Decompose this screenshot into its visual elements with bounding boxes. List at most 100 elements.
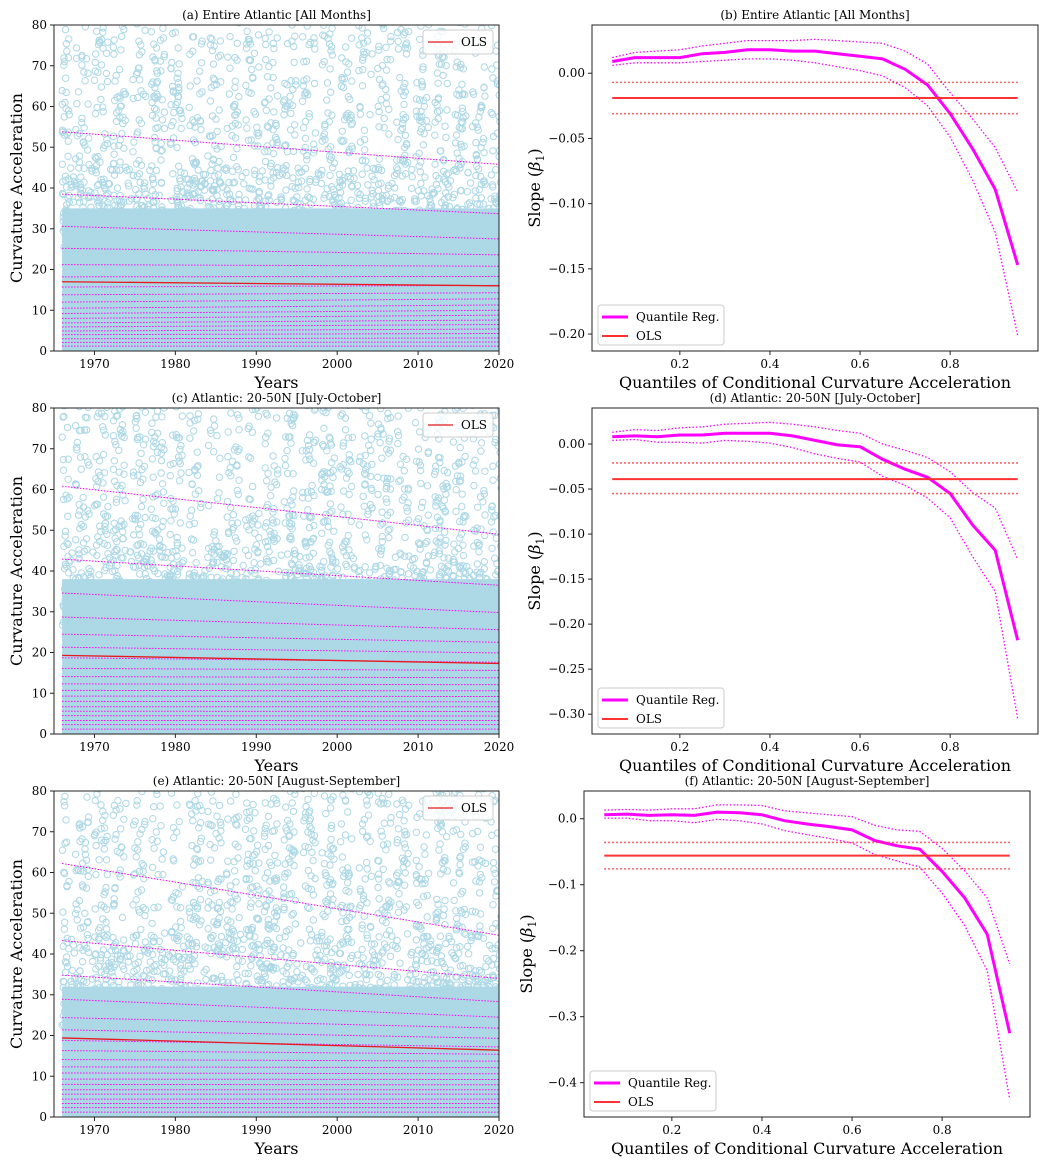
scatter-point	[442, 189, 450, 197]
scatter-point	[278, 247, 286, 255]
scatter-point	[270, 462, 278, 470]
scatter-point	[363, 164, 371, 172]
scatter-point	[102, 49, 111, 57]
scatter-point	[166, 472, 175, 480]
scatter-point	[419, 63, 427, 71]
y-axis-label-beta: β	[525, 545, 544, 555]
scatter-point	[358, 408, 365, 410]
scatter-point	[245, 184, 254, 193]
scatter-point	[379, 582, 387, 590]
scatter-point	[456, 517, 464, 526]
scatter-point	[386, 525, 394, 533]
scatter-point	[185, 596, 193, 604]
scatter-point	[95, 571, 103, 579]
scatter-point	[189, 605, 198, 613]
scatter-point	[215, 106, 223, 114]
scatter-point	[297, 177, 306, 185]
scatter-point	[468, 991, 476, 999]
scatter-point	[210, 204, 218, 212]
scatter-point	[72, 481, 81, 489]
scatter-point	[287, 419, 295, 428]
scatter-point	[289, 85, 297, 94]
scatter-point	[376, 561, 385, 569]
scatter-point	[198, 620, 207, 629]
scatter-point	[443, 106, 451, 114]
scatter-point	[320, 408, 328, 412]
scatter-point	[62, 201, 71, 209]
y-tick-label: 10	[32, 686, 47, 700]
scatter-point	[93, 551, 101, 560]
scatter-point	[191, 416, 199, 425]
scatter-point	[407, 184, 416, 193]
scatter-point	[290, 410, 298, 418]
scatter-point	[135, 37, 143, 45]
scatter-point	[154, 620, 162, 628]
scatter-point	[498, 557, 499, 561]
scatter-point	[158, 439, 167, 447]
quantile-ci-line	[612, 58, 1019, 336]
scatter-point	[152, 413, 160, 421]
scatter-point	[188, 549, 197, 557]
scatter-point	[489, 476, 497, 484]
scatter-point	[180, 169, 189, 178]
scatter-point	[94, 533, 102, 541]
scatter-point	[118, 18, 124, 24]
scatter-point	[372, 577, 380, 585]
scatter-point	[367, 419, 375, 427]
scatter-point	[242, 116, 250, 124]
scatter-point	[289, 493, 297, 501]
scatter-point	[350, 565, 359, 573]
scatter-point	[137, 41, 145, 49]
scatter-point	[295, 564, 303, 572]
scatter-point	[339, 442, 347, 450]
scatter-point	[302, 538, 310, 547]
scatter-point	[215, 489, 223, 497]
scatter-point	[379, 80, 387, 88]
scatter-point	[75, 164, 83, 172]
y-tick-label: 40	[32, 181, 47, 195]
scatter-point	[302, 962, 311, 971]
scatter-point	[158, 553, 167, 561]
scatter-point	[64, 152, 72, 161]
scatter-point	[60, 802, 69, 810]
scatter-point	[239, 561, 247, 570]
scatter-point	[298, 97, 307, 106]
scatter-point	[148, 245, 156, 253]
scatter-point	[398, 236, 406, 244]
scatter-point	[186, 935, 194, 943]
scatter-point	[418, 78, 426, 86]
scatter-point	[433, 231, 442, 239]
scatter-point	[404, 243, 412, 251]
scatter-point	[167, 517, 175, 525]
scatter-point	[120, 936, 128, 944]
scatter-point	[488, 544, 496, 552]
scatter-point	[158, 413, 166, 421]
scatter-point	[70, 949, 79, 957]
scatter-point	[336, 591, 344, 600]
scatter-point	[396, 460, 405, 468]
scatter-point	[441, 507, 449, 515]
scatter-point	[321, 32, 329, 40]
scatter-point	[442, 536, 450, 544]
legend-box	[597, 304, 725, 346]
scatter-point	[261, 197, 270, 205]
quantile-ci-line	[612, 38, 1019, 193]
scatter-point	[277, 551, 285, 559]
scatter-point	[319, 235, 327, 244]
scatter-point	[167, 101, 175, 109]
scatter-point	[386, 591, 395, 599]
scatter-point	[117, 32, 126, 41]
scatter-point	[465, 199, 474, 207]
scatter-point	[442, 621, 450, 629]
scatter-point	[433, 513, 442, 521]
scatter-point	[206, 177, 215, 185]
scatter-point	[196, 183, 205, 191]
scatter-point	[61, 408, 67, 410]
scatter-point	[313, 231, 321, 239]
x-tick-label: 1980	[160, 740, 191, 754]
scatter-point	[134, 541, 142, 549]
scatter-point	[291, 565, 300, 573]
scatter-point	[188, 621, 196, 630]
scatter-point	[234, 201, 243, 210]
